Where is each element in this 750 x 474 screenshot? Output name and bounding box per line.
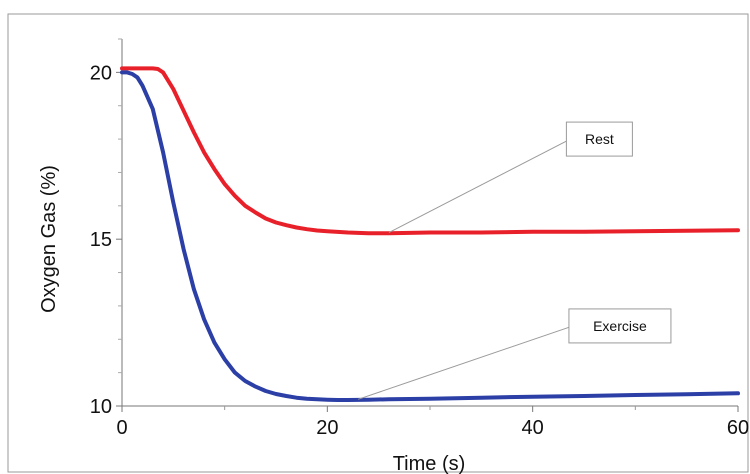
- series-line-exercise: [120, 70, 740, 402]
- series-line-rest: [120, 66, 740, 236]
- y-tick-label: 10: [90, 396, 112, 418]
- callout-box-rest: [565, 121, 633, 157]
- x-tick-label: 40: [522, 417, 544, 439]
- x-tick-label: 60: [727, 417, 749, 439]
- callout-box-exercise: [568, 308, 672, 344]
- x-tick-label: 20: [316, 417, 338, 439]
- callout-label-rest: Rest: [585, 131, 614, 147]
- callout-leader-rest: [388, 138, 571, 233]
- x-tick-label: 0: [116, 417, 127, 439]
- y-tick-label: 15: [90, 229, 112, 251]
- series-layer: [120, 66, 740, 402]
- ticks-layer: 0 20 40 60 10 15 20: [90, 38, 749, 439]
- outer-frame: [7, 13, 749, 473]
- callout-layer: Rest Exercise: [357, 121, 672, 400]
- callout-leader-exercise: [357, 325, 574, 400]
- y-tick-label: 20: [90, 62, 112, 84]
- x-axis-title: Time (s): [393, 453, 466, 474]
- y-axis-title: Oxygen Gas (%): [38, 165, 60, 313]
- callout-label-exercise: Exercise: [593, 318, 647, 334]
